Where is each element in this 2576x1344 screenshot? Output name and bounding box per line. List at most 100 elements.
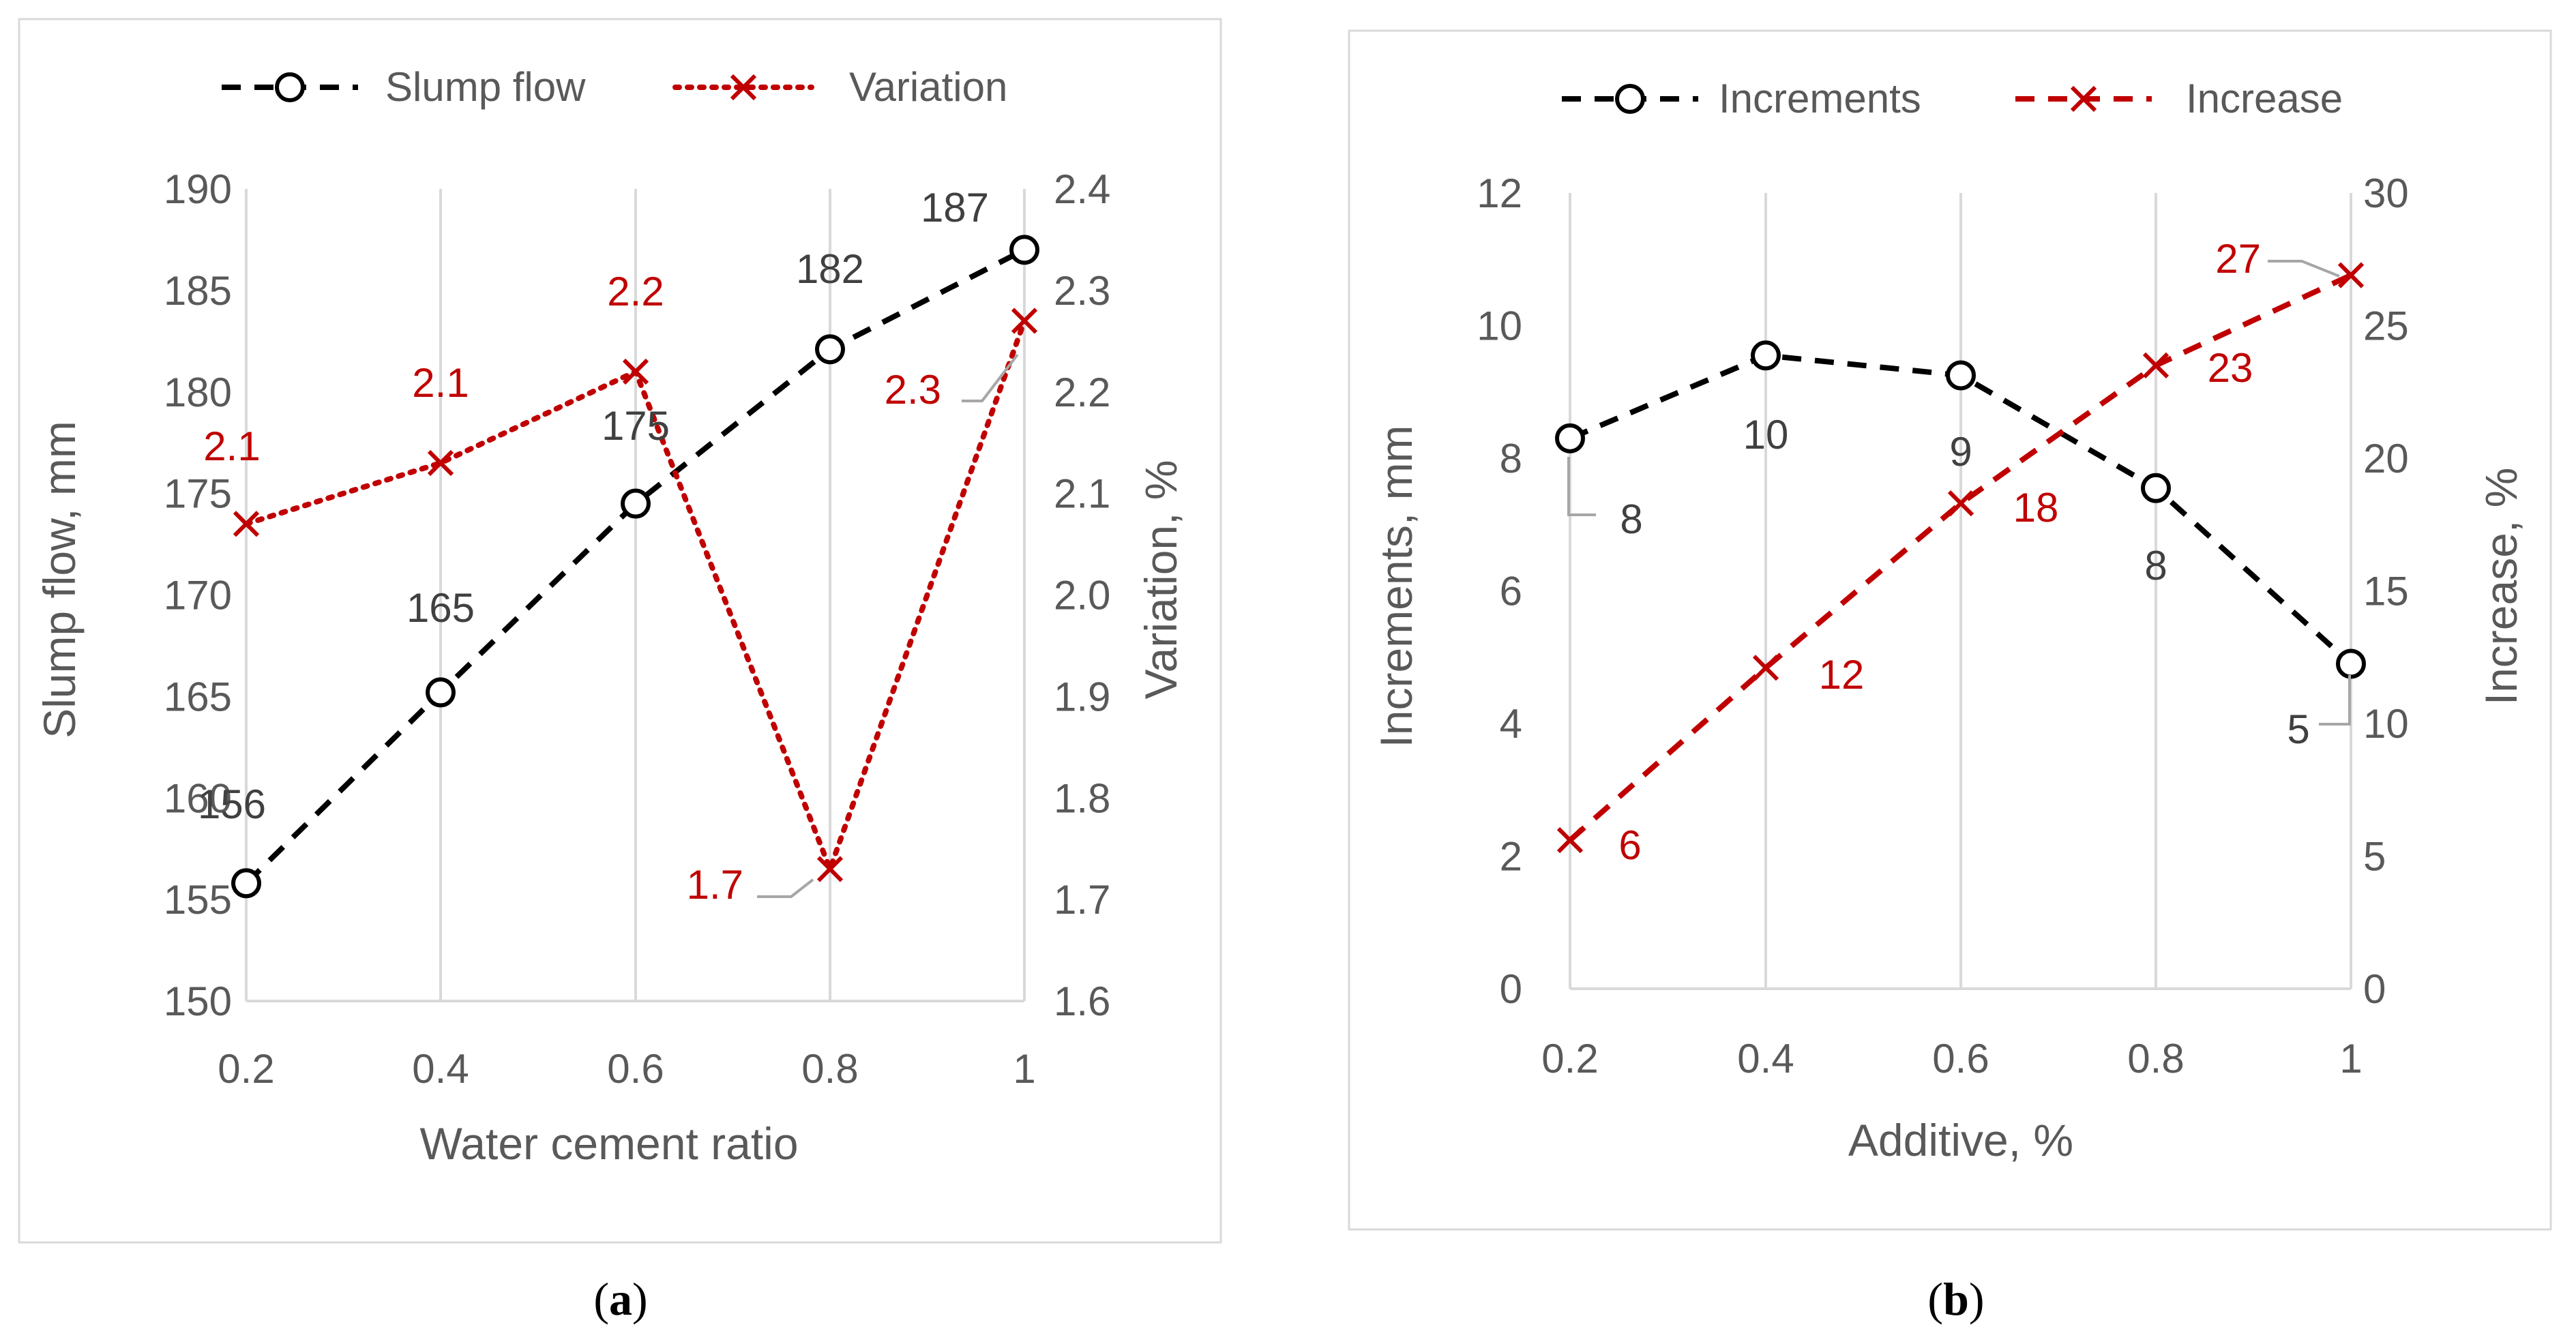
chart-b-y-tick-label: 12 <box>1477 170 1522 216</box>
chart-a-variation-point <box>1011 308 1038 334</box>
chart-b-y2-tick-label: 5 <box>2363 834 2386 880</box>
chart-b-increments-point <box>2141 473 2171 503</box>
chart-b-y2-axis-title: Increase, % <box>2476 468 2526 706</box>
caption-a: (a) <box>593 1273 647 1325</box>
chart-b-y-tick-label: 10 <box>1477 303 1522 349</box>
legend-label: Increments <box>1719 76 1921 121</box>
chart-a-leader-line <box>757 878 814 898</box>
chart-b-increase-data-label: 12 <box>1819 652 1865 698</box>
chart-a-slump-flow-point <box>426 677 456 708</box>
chart-a-y2-tick-label: 2.3 <box>1054 268 1110 314</box>
chart-b-increase-point <box>1947 490 1974 517</box>
chart-a-y2-tick-label: 2.1 <box>1054 471 1110 517</box>
chart-b-increments-data-label: 8 <box>1620 496 1642 542</box>
chart-b-data-labels: 8 10 9 8 5 6 12 18 23 27 <box>1567 236 2351 868</box>
caption-a-letter: a <box>609 1273 632 1325</box>
chart-a-legend-item-slump-flow: Slump flow <box>222 64 586 110</box>
chart-a-y-tick-label: 170 <box>164 573 232 618</box>
chart-a-y2-axis-title: Variation, % <box>1136 460 1186 700</box>
chart-a-variation-data-label: 2.3 <box>885 367 941 413</box>
chart-a-y-tick-label: 155 <box>164 877 232 923</box>
chart-b-gridlines <box>1569 193 2352 989</box>
chart-a-y-tick-label: 150 <box>164 979 232 1024</box>
caption-b: (b) <box>1927 1273 1984 1325</box>
chart-a-slump-flow-data-label: 182 <box>796 246 864 292</box>
chart-b-increments-point <box>1946 360 1976 391</box>
chart-a-x-tick-label: 0.2 <box>218 1046 274 1092</box>
chart-a-y2-tick-label: 2.2 <box>1054 370 1110 415</box>
chart-b-legend: Increments Increase <box>1562 76 2343 121</box>
chart-b-x-tick-label: 0.8 <box>2127 1036 2184 1081</box>
chart-a-y-tick-label: 165 <box>164 674 232 719</box>
chart-b-series <box>1555 262 2366 854</box>
chart-a-variation-data-label: 2.1 <box>203 423 260 469</box>
caption-a-open-paren: ( <box>593 1273 609 1325</box>
chart-b-legend-item-increase: Increase <box>2015 76 2343 121</box>
chart-b-increments-data-label: 5 <box>2287 706 2309 752</box>
chart-b-y-axis-title: Increments, mm <box>1371 425 1421 747</box>
chart-b-y2-tick-label: 15 <box>2363 569 2409 614</box>
chart-a-y-tick-label: 160 <box>164 775 232 821</box>
chart-a-variation-point <box>233 511 260 537</box>
caption-a-close-paren: ) <box>632 1273 648 1325</box>
chart-a-legend: Slump flow Variation <box>222 64 1007 110</box>
chart-b-increase-point <box>2337 262 2365 288</box>
chart-a-legend-item-variation: Variation <box>672 64 1007 110</box>
chart-b-y2-tick-label: 30 <box>2363 170 2409 216</box>
chart-b-increments-point <box>2336 648 2366 679</box>
chart-a-y-tick-label: 185 <box>164 268 232 314</box>
chart-a-y-tick-label: 180 <box>164 370 232 415</box>
chart-b-y2-tick-label: 0 <box>2363 966 2386 1012</box>
chart-a-slump-flow-point <box>621 488 651 519</box>
chart-b-leader-line <box>2319 675 2351 726</box>
chart-b-x-axis-title: Additive, % <box>1848 1115 2073 1165</box>
chart-b-y-tick-label: 8 <box>1500 436 1522 481</box>
chart-b-increase-data-label: 18 <box>2013 485 2059 531</box>
chart-a-slump-flow-data-label: 165 <box>406 585 475 631</box>
chart-b-y-tick-label: 6 <box>1500 569 1522 614</box>
chart-a-slump-flow-point <box>815 334 845 365</box>
chart-a-leader-line <box>962 353 1019 402</box>
chart-a-x-axis-title: Water cement ratio <box>419 1118 798 1169</box>
chart-b-x-tick-label: 0.6 <box>1932 1036 1989 1081</box>
caption-b-letter: b <box>1943 1273 1969 1325</box>
chart-b-increase-line <box>1568 272 2352 843</box>
chart-b-y-tick-label: 2 <box>1500 834 1522 880</box>
chart-b-x-tick-label: 0.4 <box>1737 1036 1794 1081</box>
chart-b-increments-data-label: 9 <box>1949 429 1972 475</box>
legend-label: Increase <box>2186 76 2343 121</box>
chart-a-x-tick-label: 0.6 <box>607 1046 664 1092</box>
chart-a-y2-tick-label: 1.8 <box>1054 775 1110 821</box>
chart-b-increments-point <box>1751 340 1781 371</box>
chart-a-y-axis-title: Slump flow, mm <box>34 421 85 738</box>
chart-a-slump-flow-point <box>1009 235 1039 265</box>
chart-a-variation-point <box>622 358 649 385</box>
legend-label: Slump flow <box>385 64 586 110</box>
chart-a: 0.2 0.4 0.6 0.8 1 150 155 160 165 170 175 180 185 190… <box>18 18 1222 1244</box>
chart-a-slump-flow-data-label: 156 <box>198 781 266 827</box>
chart-a-x-tick-label: 0.4 <box>412 1046 469 1092</box>
chart-b-increments-data-label: 8 <box>2144 543 2167 588</box>
chart-b-increase-point <box>2142 352 2170 378</box>
caption-b-open-paren: ( <box>1927 1273 1943 1325</box>
chart-a-y2-tick-label: 1.7 <box>1054 877 1110 923</box>
chart-b-y-tick-label: 4 <box>1500 701 1522 747</box>
chart-a-y-tick-label: 175 <box>164 471 232 517</box>
chart-a-y-tick-label: 190 <box>164 166 232 212</box>
chart-a-slump-flow-point <box>231 868 261 899</box>
chart-a-data-labels: 156 165 175 182 187 2.1 2.1 2.2 1.7 2.3 <box>198 185 1019 908</box>
chart-b-y2-tick-label: 20 <box>2363 436 2409 481</box>
chart-a-y2-tick-label: 1.9 <box>1054 674 1110 719</box>
chart-a-slump-flow-line <box>244 247 1026 886</box>
chart-b-leader-line <box>2268 260 2340 278</box>
chart-a-y2-tick-label: 1.6 <box>1054 979 1110 1024</box>
svg-text:(a): (a) <box>593 1273 647 1325</box>
chart-b-x-tick-label: 1 <box>2339 1036 2362 1081</box>
chart-a-series <box>231 235 1039 899</box>
chart-b-increase-data-label: 6 <box>1618 822 1641 868</box>
legend-marker <box>275 72 305 102</box>
chart-b-legend-item-increments: Increments <box>1562 76 1921 121</box>
